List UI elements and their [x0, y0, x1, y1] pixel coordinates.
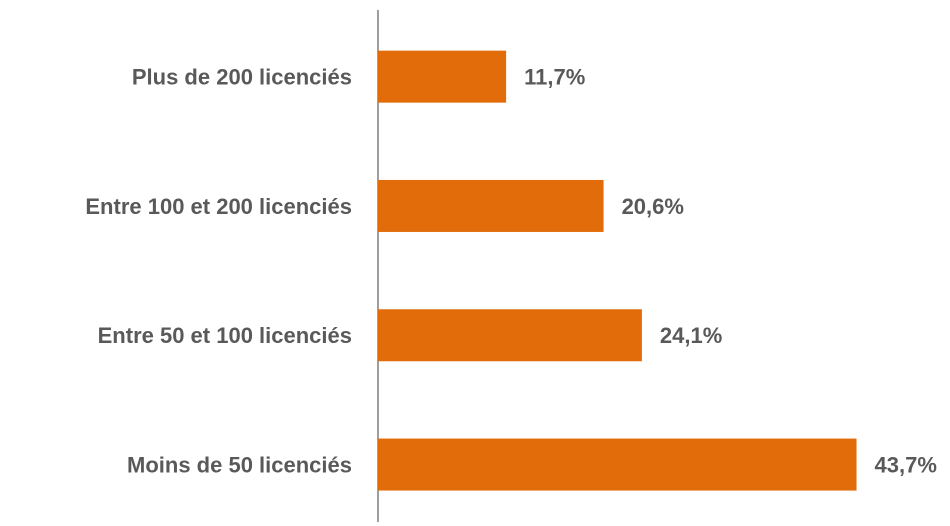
data-label: 20,6%: [622, 194, 684, 219]
data-label: 24,1%: [660, 323, 722, 348]
category-label: Entre 50 et 100 licenciés: [98, 323, 352, 348]
bar: [378, 179, 604, 232]
data-label: 11,7%: [524, 64, 585, 89]
bar: [378, 50, 507, 103]
bar: [378, 309, 642, 362]
category-label: Plus de 200 licenciés: [132, 64, 352, 89]
category-label: Moins de 50 licenciés: [127, 452, 352, 477]
bar: [378, 438, 857, 491]
data-label: 43,7%: [875, 452, 937, 477]
category-label: Entre 100 et 200 licenciés: [85, 194, 352, 219]
